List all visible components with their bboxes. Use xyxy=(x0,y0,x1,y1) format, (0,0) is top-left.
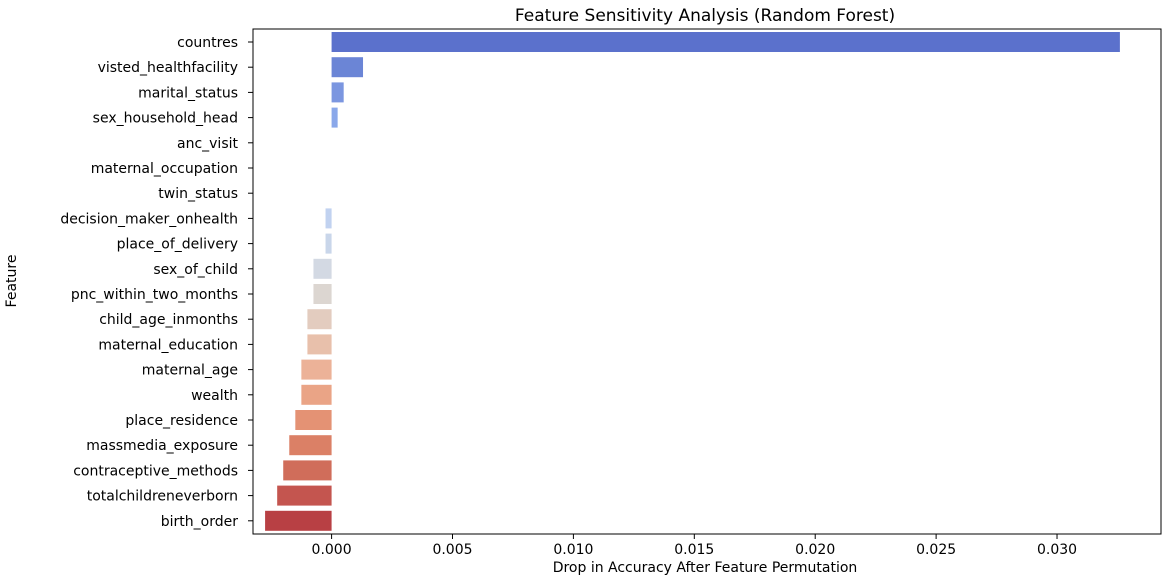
bar-decision-maker-onhealth xyxy=(325,208,332,229)
y-axis-ticks: countres visted_healthfacility marital_sta… xyxy=(60,35,253,530)
bar-visted-healthfacility xyxy=(331,57,364,78)
bar-wealth xyxy=(301,384,332,405)
bar-contraceptive-methods xyxy=(283,460,332,481)
bar-maternal-age xyxy=(301,359,332,380)
bar-pnc-within-two-months xyxy=(313,284,332,304)
bar-child-age-inmonths xyxy=(307,309,332,330)
y-tick-label-marital-status: marital_status xyxy=(138,85,238,101)
x-tick-label: 0.020 xyxy=(795,542,835,558)
bar-massmedia-exposure xyxy=(289,435,332,456)
y-tick-label-visted-healthfacility: visted_healthfacility xyxy=(98,60,238,76)
y-tick-label-child-age-inmonths: child_age_inmonths xyxy=(99,312,238,328)
x-tick-label: 0.015 xyxy=(674,542,714,558)
y-tick-label-wealth: wealth xyxy=(191,388,238,404)
bars-group xyxy=(265,32,1120,531)
bar-sex-of-child xyxy=(313,258,332,279)
x-axis-label: Drop in Accuracy After Feature Permutati… xyxy=(553,560,858,576)
y-tick-label-decision-maker-onhealth: decision_maker_onhealth xyxy=(60,211,238,227)
bar-maternal-education xyxy=(307,334,332,355)
bar-countres xyxy=(331,32,1120,52)
bar-sex-household-head xyxy=(331,107,338,128)
y-tick-label-countres: countres xyxy=(177,35,238,51)
y-tick-label-place-of-delivery: place_of_delivery xyxy=(117,237,238,253)
y-tick-label-massmedia-exposure: massmedia_exposure xyxy=(86,438,238,454)
bar-marital-status xyxy=(331,82,344,103)
y-tick-label-sex-household-head: sex_household_head xyxy=(93,111,238,127)
y-tick-label-pnc-within-two-months: pnc_within_two_months xyxy=(71,287,238,303)
bar-place-of-delivery xyxy=(325,233,332,254)
bar-place-residence xyxy=(295,410,332,430)
y-tick-label-maternal-age: maternal_age xyxy=(142,363,238,379)
y-tick-label-anc-visit: anc_visit xyxy=(177,136,239,152)
y-tick-label-maternal-occupation: maternal_occupation xyxy=(91,161,238,177)
y-tick-label-totalchildreneverborn: totalchildreneverborn xyxy=(87,489,238,505)
x-axis-ticks: 0.000 0.005 0.010 0.015 0.020 0.025 0.030 xyxy=(312,534,1077,558)
plot-frame xyxy=(252,28,1162,535)
y-tick-label-maternal-education: maternal_education xyxy=(98,337,238,353)
x-tick-label: 0.000 xyxy=(312,542,352,558)
y-tick-label-contraceptive-methods: contraceptive_methods xyxy=(73,463,238,479)
chart-title: Feature Sensitivity Analysis (Random For… xyxy=(515,6,895,26)
y-tick-label-sex-of-child: sex_of_child xyxy=(153,262,238,278)
y-tick-label-birth-order: birth_order xyxy=(161,514,238,530)
bar-totalchildreneverborn xyxy=(277,485,332,506)
y-axis-label: Feature xyxy=(4,255,20,308)
y-tick-label-place-residence: place_residence xyxy=(125,413,238,429)
x-tick-label: 0.025 xyxy=(916,542,956,558)
x-tick-label: 0.010 xyxy=(553,542,593,558)
x-tick-label: 0.005 xyxy=(432,542,472,558)
y-tick-label-twin-status: twin_status xyxy=(158,186,238,202)
x-tick-label: 0.030 xyxy=(1037,542,1077,558)
bar-birth-order xyxy=(265,510,332,531)
